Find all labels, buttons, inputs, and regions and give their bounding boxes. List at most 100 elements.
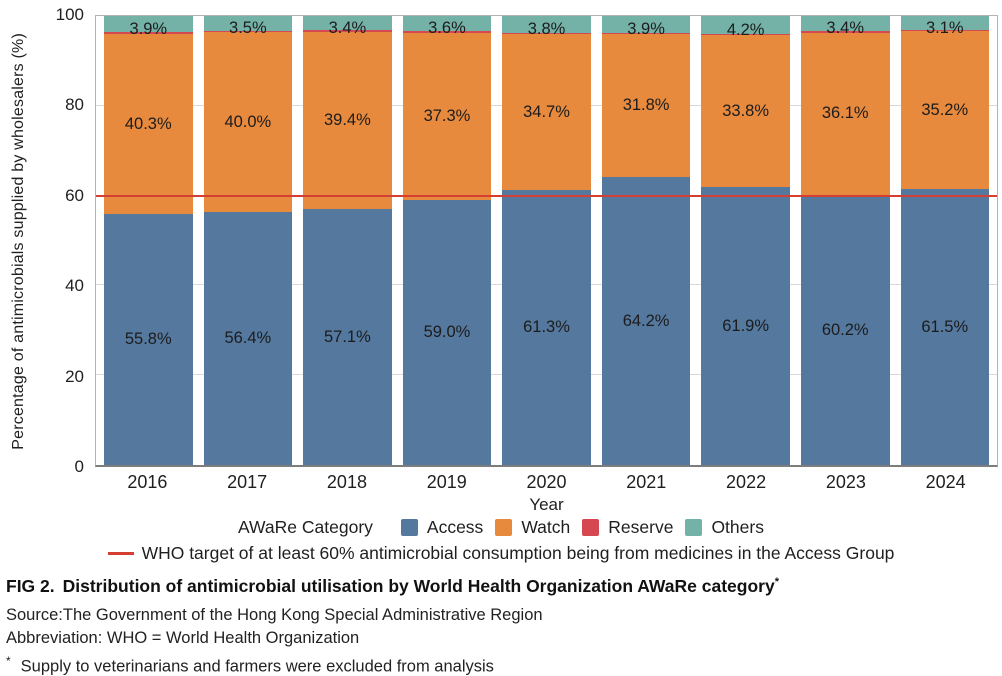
x-tick-label-2019: 2019 (426, 472, 467, 492)
legend-swatch-others-icon (685, 519, 703, 536)
bars-container: 55.8% 40.3% 3.9% 56.4% 40.0% 3.5% 57.1% 39.4% 3.… (96, 16, 997, 465)
footnote-text: Supply to veterinarians and farmers were… (20, 657, 494, 676)
bar-value-label: 3.9% (129, 19, 168, 38)
bar-2021: 64.2% 31.8% 3.9% (601, 16, 691, 465)
bar-segment-reserve (104, 32, 193, 34)
bar-value-label: 3.9% (627, 20, 665, 39)
bar-segment-others: 3.8% (502, 16, 591, 37)
bar-2023: 60.2% 36.1% 3.4% (800, 16, 890, 465)
bar-value-label: 39.4% (324, 110, 371, 129)
bar-value-label: 40.0% (224, 112, 272, 131)
bar-value-label: 37.3% (423, 107, 471, 126)
bar-segment-others: 3.1% (900, 16, 990, 36)
footnote-line: * Supply to veterinarians and farmers wer… (6, 650, 996, 676)
y-tick-label: 0 (74, 457, 84, 476)
bar-2022: 61.9% 33.8% 4.2% (701, 16, 790, 465)
y-axis-title-text: Percentage of antimicrobials supplied by… (10, 32, 27, 450)
legend-label: Others (711, 517, 764, 537)
bar-segment-watch: 31.8% (601, 33, 691, 177)
bar-segment-others: 3.4% (800, 16, 890, 36)
bar-value-label: 56.4% (224, 329, 272, 348)
bar-value-label: 36.1% (821, 104, 869, 123)
figure-title: FIG 2. Distribution of antimicrobial util… (6, 576, 996, 597)
x-tick-label-2024: 2024 (925, 472, 966, 492)
bar-value-label: 3.4% (328, 19, 367, 38)
bar-value-label: 3.1% (925, 18, 964, 37)
footnote-marker: * (6, 654, 11, 668)
figure-title-text: Distribution of antimicrobial utilisatio… (62, 576, 775, 596)
bar-segment-reserve (601, 32, 691, 34)
bar-value-label: 3.4% (826, 19, 865, 38)
abbreviation-line: Abbreviation: WHO = World Health Organiz… (6, 629, 360, 647)
bar-2024: 61.5% 35.2% 3.1% (900, 16, 990, 465)
legend-item-others: Others (685, 517, 764, 538)
x-tick-label-2022: 2022 (726, 472, 767, 492)
bar-segment-watch: 40.0% (203, 32, 293, 212)
x-axis-ticks: 2016 2017 2018 2019 2020 2021 2022 2023 2024 (95, 472, 998, 493)
bar-value-label: 4.2% (726, 20, 765, 39)
legend-item-reserve: Reserve (582, 517, 673, 538)
x-tick-label-2020: 2020 (526, 472, 567, 492)
legend-title: AWaRe Category (238, 517, 373, 537)
bar-segment-access: 60.2% (800, 194, 890, 465)
caption: FIG 2. Distribution of antimicrobial util… (6, 576, 996, 676)
bar-value-label: 3.5% (229, 19, 267, 38)
x-tick-label-2021: 2021 (626, 472, 667, 492)
legend: AWaRe Category Access Watch Reserve Others (0, 517, 1002, 538)
bar-segment-reserve (203, 30, 293, 33)
legend-label: Access (426, 517, 484, 537)
bar-value-label: 59.0% (423, 323, 471, 342)
target-line-icon (107, 552, 134, 555)
bar-value-label: 35.2% (921, 100, 969, 119)
bar-value-label: 31.8% (622, 96, 670, 115)
bar-segment-access: 56.4% (203, 211, 293, 465)
bar-segment-access: 59.0% (402, 200, 492, 465)
bar-value-label: 34.7% (523, 102, 570, 121)
bar-2019: 59.0% 37.3% 3.6% (402, 16, 492, 465)
who-target-line (96, 194, 997, 197)
bar-segment-access: 61.5% (900, 188, 990, 465)
y-axis-title: Percentage of antimicrobials supplied by… (6, 15, 32, 467)
legend-label: Watch (521, 517, 571, 537)
bar-2018: 57.1% 39.4% 3.4% (303, 16, 392, 465)
bar-segment-others: 4.2% (701, 16, 790, 38)
legend-label: Reserve (608, 517, 674, 537)
legend-items: Access Watch Reserve Others (389, 517, 764, 538)
y-tick-label: 20 (65, 366, 84, 386)
bar-value-label: 60.2% (821, 320, 869, 339)
bar-segment-access: 57.1% (303, 208, 392, 465)
bar-segment-access: 61.9% (701, 187, 790, 465)
x-tick-label-2023: 2023 (825, 472, 866, 492)
bar-2020: 61.3% 34.7% 3.8% (502, 16, 591, 465)
bar-segment-others: 3.4% (303, 16, 392, 36)
bar-2016: 55.8% 40.3% 3.9% (104, 16, 193, 465)
bar-value-label: 61.5% (921, 317, 969, 336)
target-legend: WHO target of at least 60% antimicrobial… (0, 543, 1002, 564)
y-axis-ticks: 0 20 40 60 80 100 (48, 5, 88, 476)
bar-segment-access: 55.8% (104, 214, 193, 465)
bar-value-label: 61.9% (722, 316, 770, 335)
bar-segment-watch: 40.3% (104, 33, 193, 215)
legend-item-access: Access (400, 517, 484, 538)
x-axis-title: Year (529, 495, 564, 514)
bar-value-label: 40.3% (124, 114, 172, 133)
x-tick-label-2018: 2018 (326, 472, 367, 492)
bar-segment-watch: 36.1% (800, 32, 890, 195)
y-tick-label: 40 (65, 276, 84, 296)
bar-segment-watch: 39.4% (303, 31, 392, 209)
plot-area: 55.8% 40.3% 3.9% 56.4% 40.0% 3.5% 57.1% 39.4% 3.… (95, 15, 998, 467)
bar-segment-reserve (502, 32, 591, 34)
bar-value-label: 3.8% (527, 20, 566, 39)
bar-value-label: 61.3% (523, 318, 570, 337)
y-tick-label: 60 (65, 185, 84, 205)
bar-segment-reserve (900, 29, 990, 31)
bar-segment-watch: 33.8% (701, 35, 790, 188)
bar-2017: 56.4% 40.0% 3.5% (203, 16, 293, 465)
bar-segment-access: 61.3% (502, 189, 591, 465)
legend-swatch-access-icon (400, 519, 418, 536)
legend-swatch-watch-icon (495, 519, 513, 536)
x-tick-label-2016: 2016 (127, 472, 168, 492)
source-line: Source:The Government of the Hong Kong S… (6, 606, 543, 624)
bar-segment-reserve (402, 31, 492, 33)
y-tick-label: 80 (65, 95, 84, 115)
